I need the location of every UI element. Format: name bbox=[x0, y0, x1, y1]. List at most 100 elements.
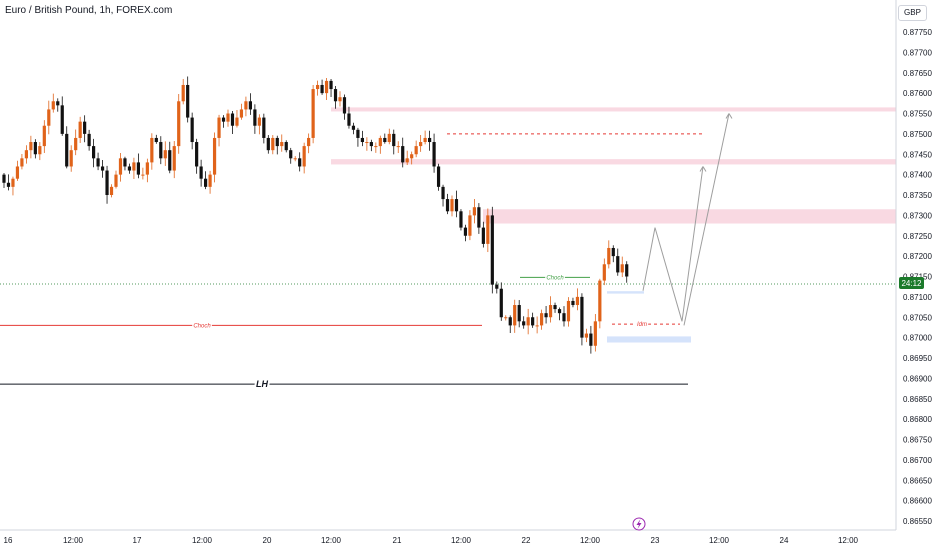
candle-body bbox=[100, 166, 105, 171]
candle bbox=[293, 156, 297, 162]
candle bbox=[589, 325, 593, 354]
candle bbox=[141, 167, 145, 180]
candle bbox=[540, 309, 544, 330]
candle-body bbox=[548, 305, 553, 318]
price-tick-label: 0.87350 bbox=[903, 191, 932, 200]
candle bbox=[517, 300, 521, 328]
price-tick-label: 0.87300 bbox=[903, 211, 932, 220]
candle bbox=[181, 78, 185, 105]
candle-body bbox=[132, 162, 136, 171]
candle-body bbox=[441, 186, 445, 200]
candle bbox=[33, 139, 37, 159]
candle bbox=[307, 133, 311, 154]
candle-body bbox=[208, 174, 212, 187]
candle bbox=[405, 150, 409, 166]
candle-body bbox=[51, 101, 55, 110]
demand-zone bbox=[607, 336, 691, 343]
candle-body bbox=[369, 142, 373, 147]
candle-body bbox=[495, 284, 499, 289]
candle-body bbox=[360, 137, 364, 143]
candle bbox=[96, 152, 100, 171]
candle-body bbox=[378, 137, 382, 147]
lh-label: LH bbox=[256, 379, 268, 389]
lightning-icon[interactable] bbox=[632, 517, 646, 531]
candle bbox=[436, 163, 441, 191]
candle-body bbox=[275, 137, 279, 147]
candle bbox=[74, 129, 78, 156]
price-tick-label: 0.87100 bbox=[903, 293, 932, 302]
candle-body bbox=[602, 264, 606, 281]
candle bbox=[499, 282, 503, 321]
currency-button[interactable]: GBP bbox=[898, 5, 927, 21]
time-tick-label: 20 bbox=[263, 536, 272, 545]
candle-body bbox=[230, 113, 235, 126]
candle bbox=[562, 306, 566, 327]
candle-body bbox=[6, 182, 11, 187]
candle-body bbox=[311, 89, 315, 138]
candle bbox=[302, 142, 306, 174]
candle-body bbox=[459, 211, 463, 228]
candle bbox=[369, 139, 373, 152]
candle-body bbox=[535, 325, 539, 327]
candle-body bbox=[508, 317, 512, 326]
candle bbox=[338, 91, 342, 107]
candle bbox=[123, 156, 127, 171]
candle-body bbox=[92, 146, 96, 159]
candle bbox=[2, 172, 6, 188]
candle bbox=[168, 141, 172, 174]
candle-body bbox=[598, 280, 602, 322]
candle bbox=[445, 193, 450, 215]
candle bbox=[616, 248, 620, 276]
candle-body bbox=[620, 264, 624, 273]
candle bbox=[284, 140, 288, 153]
candle-body bbox=[168, 150, 172, 171]
candle bbox=[508, 315, 512, 334]
candle bbox=[419, 134, 423, 152]
zone-layer bbox=[331, 107, 896, 343]
candle bbox=[212, 132, 217, 183]
candle-body bbox=[105, 170, 109, 195]
choch-green-label: Choch bbox=[546, 275, 564, 281]
chart-title: Euro / British Pound, 1h, FOREX.com bbox=[5, 5, 173, 16]
candle-body bbox=[607, 247, 611, 265]
candle bbox=[11, 176, 15, 196]
candle-body bbox=[454, 199, 459, 212]
candle-body bbox=[316, 84, 320, 90]
choch-red-label: Choch bbox=[193, 323, 211, 329]
candle bbox=[477, 203, 481, 234]
candle-body bbox=[526, 317, 530, 326]
candle bbox=[105, 165, 109, 204]
candle-body bbox=[566, 300, 571, 322]
candle-body bbox=[450, 199, 454, 212]
candle bbox=[428, 130, 432, 151]
candle-body bbox=[356, 129, 360, 138]
price-tick-label: 0.87050 bbox=[903, 313, 932, 322]
supply-zone bbox=[483, 209, 896, 224]
candle bbox=[387, 128, 391, 145]
candle-body bbox=[423, 137, 427, 143]
time-tick-label: 12:00 bbox=[709, 536, 730, 545]
candle bbox=[414, 140, 418, 158]
candle-body bbox=[289, 150, 293, 159]
candle-body bbox=[625, 264, 629, 277]
candle bbox=[266, 135, 270, 154]
candle-body bbox=[2, 174, 6, 183]
candle bbox=[65, 126, 69, 169]
candle-body bbox=[419, 142, 423, 147]
projected-path-1 bbox=[642, 166, 704, 322]
candle-body bbox=[29, 142, 33, 151]
candle-body bbox=[584, 333, 588, 338]
price-tick-label: 0.86650 bbox=[903, 476, 932, 485]
candle-body bbox=[11, 178, 15, 187]
time-tick-label: 12:00 bbox=[63, 536, 84, 545]
candle bbox=[365, 137, 369, 151]
candle-body bbox=[69, 150, 73, 167]
candle-body bbox=[307, 137, 311, 147]
candle-body bbox=[477, 207, 481, 228]
candle bbox=[275, 135, 279, 155]
candle-body bbox=[392, 133, 396, 147]
candle-body bbox=[96, 158, 100, 167]
candle-body bbox=[239, 109, 244, 118]
candle bbox=[109, 184, 114, 198]
